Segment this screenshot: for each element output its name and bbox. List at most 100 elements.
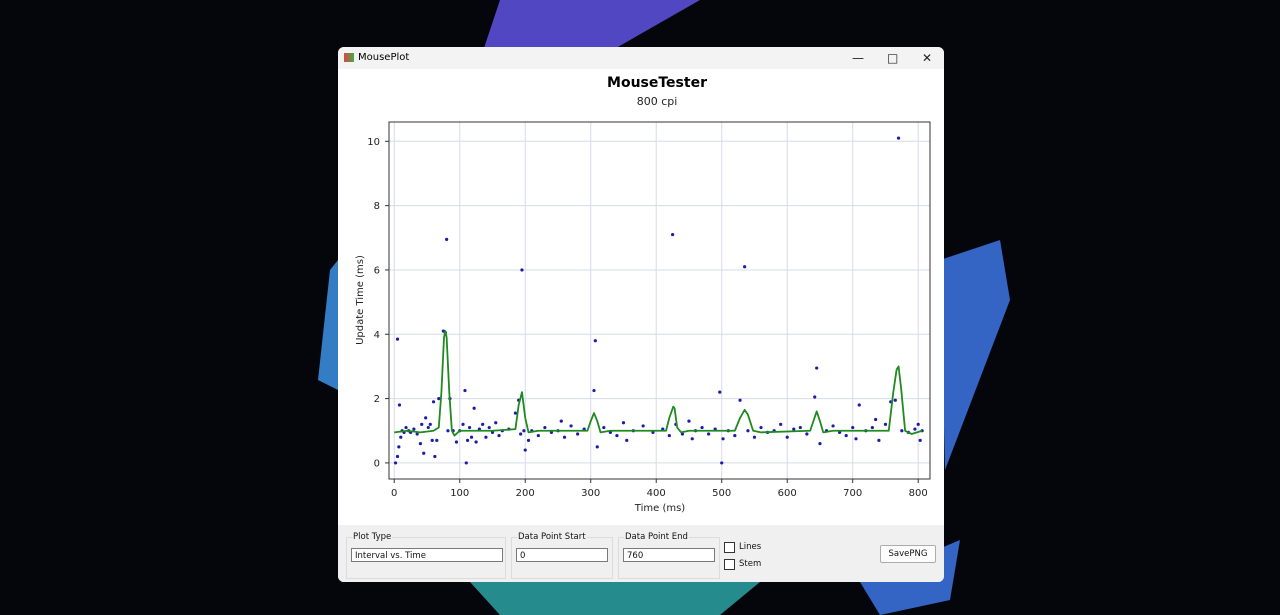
data-point [779,422,783,426]
data-point [720,461,724,465]
data-point [831,424,835,428]
end-input[interactable]: 760 [623,548,715,562]
data-point [670,232,675,237]
wallpaper-streak [470,582,760,615]
x-tick-label: 600 [778,488,797,499]
data-point [393,461,398,465]
data-point [431,400,436,404]
data-point [397,403,402,407]
data-point [494,421,498,425]
data-point [576,432,580,436]
data-point [900,429,904,433]
data-point [813,395,817,399]
data-point [426,425,430,430]
x-tick-label: 300 [581,488,600,499]
data-point [690,437,694,441]
x-axis-label: Time (ms) [634,503,686,514]
data-point [397,445,401,449]
x-tick-label: 700 [843,488,862,499]
title-bar: MousePlot — □ ✕ [338,47,944,69]
x-tick-label: 0 [391,488,397,499]
data-point [404,425,408,430]
data-point [519,432,523,436]
maximize-button[interactable]: □ [887,51,899,65]
data-point [738,398,742,402]
stem-checkbox[interactable] [724,559,735,570]
lines-checkbox[interactable] [724,542,735,553]
checkbox-label: Lines [739,542,762,552]
data-point [743,265,747,269]
start-input[interactable]: 0 [516,548,608,562]
data-point [918,438,922,443]
minimize-button[interactable]: — [852,51,864,65]
data-point [718,390,722,394]
app-window: MousePlot — □ ✕ MouseTester 800 cpi Time… [338,47,944,582]
data-point [893,398,897,402]
data-point [593,339,597,343]
data-point [484,435,488,439]
data-point [569,424,573,428]
data-point [522,429,526,433]
y-tick-label: 2 [374,394,380,405]
data-point [733,433,737,438]
x-tick-label: 500 [712,488,731,499]
data-point [435,438,439,443]
plot-area [389,122,930,479]
data-point [592,388,596,393]
y-tick-label: 10 [367,137,380,148]
data-point [752,435,757,439]
data-point [513,411,518,415]
control-panel: Plot Type Interval vs. Time Data Point S… [338,525,944,582]
wallpaper-streak [940,240,1010,470]
data-point [805,432,809,436]
chart-subtitle: 800 cpi [637,95,678,108]
data-point [883,422,888,426]
data-point [472,406,476,410]
data-point [543,425,547,430]
data-point [916,422,920,426]
data-point [595,445,599,449]
data-point [818,442,822,446]
x-tick-label: 100 [450,488,469,499]
close-button[interactable]: ✕ [922,51,933,65]
wallpaper-streak [318,260,338,390]
data-point [785,435,789,439]
data-point [559,419,563,423]
data-point [896,136,901,140]
data-point [857,403,861,407]
plot-type-dropdown[interactable]: Interval vs. Time [351,548,503,562]
data-point [707,432,711,436]
data-point [854,437,858,441]
end-group: Data Point End 760 [618,532,720,579]
data-point [461,422,465,426]
data-point [641,424,645,428]
data-point [497,433,501,438]
data-point [700,425,704,430]
data-point [870,425,874,430]
y-tick-label: 0 [374,458,380,469]
save-png-button[interactable]: SavePNG [880,545,936,563]
y-tick-label: 6 [374,265,380,276]
data-point [759,425,763,430]
y-tick-label: 4 [374,330,380,341]
window-title: MousePlot [358,52,410,63]
data-point [481,422,485,426]
data-point [474,440,478,444]
data-point [422,451,426,455]
data-point [523,448,527,452]
chart-title: MouseTester [607,75,707,91]
start-group: Data Point Start 0 [511,532,613,579]
data-point [621,421,626,425]
data-point [463,388,467,393]
x-tick-label: 200 [516,488,535,499]
data-point [526,438,531,443]
x-tick-label: 800 [909,488,928,499]
data-point [445,237,449,241]
checkbox-label: Stem [739,559,762,569]
data-point [399,435,403,439]
app-icon [344,53,354,62]
data-point [446,429,450,433]
data-point [615,433,619,438]
data-point [433,454,437,459]
data-point [395,337,400,341]
